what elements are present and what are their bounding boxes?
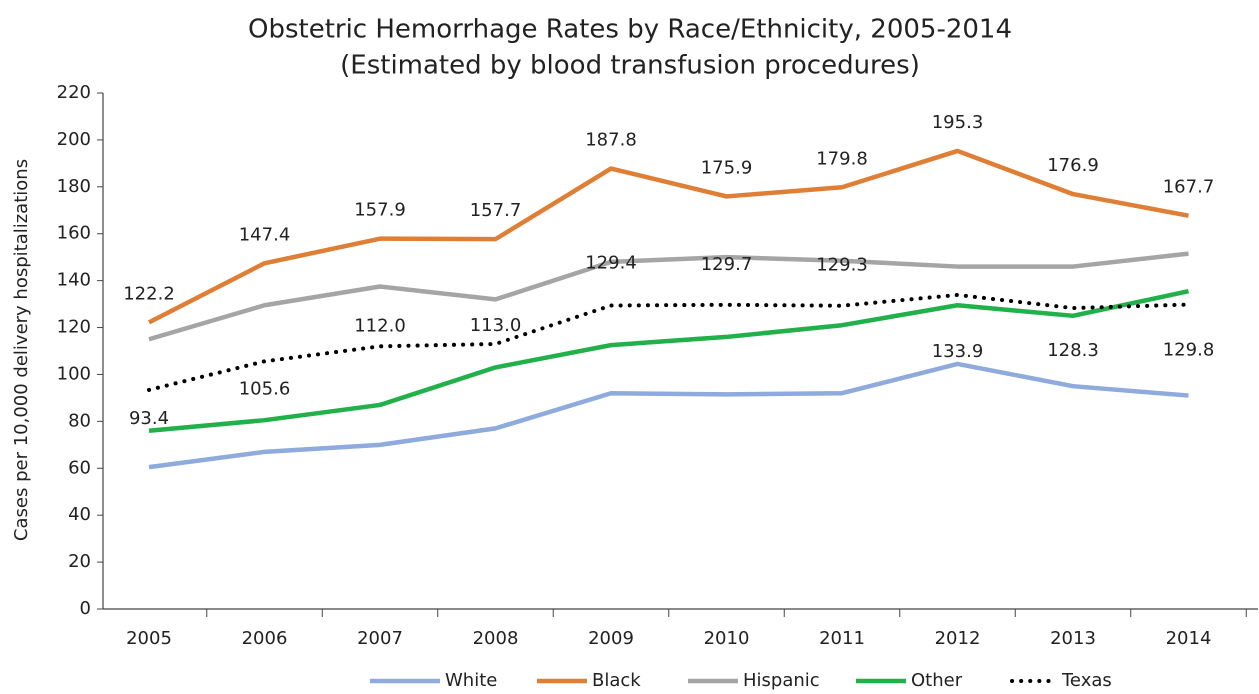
x-tick-label: 2007 [357,628,403,649]
x-tick-label: 2009 [588,628,634,649]
legend-label: Texas [1061,670,1112,691]
legend-label: Hispanic [743,670,820,691]
y-tick-label: 160 [57,223,91,244]
data-label: 122.2 [123,283,175,304]
legend-label: Black [592,670,641,691]
data-label: 157.9 [354,200,406,221]
data-label: 129.4 [585,252,637,273]
legend-label: White [445,670,497,691]
y-tick-label: 200 [57,129,91,150]
x-tick-label: 2013 [1050,628,1096,649]
data-label: 93.4 [129,408,169,429]
y-axis-title: Cases per 10,000 delivery hospitalizatio… [11,159,32,541]
y-tick-label: 40 [68,504,91,525]
series-line [147,148,1189,325]
data-label: 129.8 [1163,340,1215,361]
data-label: 129.7 [701,254,753,275]
x-tick-label: 2011 [819,628,865,649]
y-tick-label: 20 [68,551,91,572]
x-tick-label: 2008 [473,628,519,649]
y-tick-label: 80 [68,410,91,431]
data-label: 105.6 [239,378,291,399]
data-label: 195.3 [932,112,984,133]
chart-subtitle: (Estimated by blood transfusion procedur… [340,51,920,81]
y-tick-label: 60 [68,457,91,478]
x-tick-label: 2006 [242,628,288,649]
y-tick-label: 0 [80,598,91,619]
data-label: 128.3 [1047,340,1099,361]
y-tick-label: 140 [57,270,91,291]
y-tick-label: 100 [57,363,91,384]
x-tick-label: 2014 [1166,628,1212,649]
chart-title: Obstetric Hemorrhage Rates by Race/Ethni… [248,15,1012,45]
y-tick-label: 220 [57,82,91,103]
series-line [148,251,1189,342]
data-label: 167.7 [1163,177,1215,198]
data-label: 133.9 [932,341,984,362]
data-label: 147.4 [239,224,291,245]
data-label: 187.8 [585,130,637,151]
y-tick-label: 180 [57,176,91,197]
data-label: 175.9 [701,157,753,178]
series-line [148,288,1189,433]
data-label: 129.3 [816,255,868,276]
x-tick-label: 2005 [126,628,172,649]
x-tick-label: 2010 [704,628,750,649]
data-label: 112.0 [354,315,406,336]
legend-label: Other [911,670,963,691]
data-label: 179.8 [816,148,868,169]
series-line [148,361,1189,470]
data-label: 113.0 [470,315,522,336]
x-tick-label: 2012 [935,628,981,649]
data-label: 176.9 [1047,155,1099,176]
data-label: 157.7 [470,200,522,221]
y-tick-label: 120 [57,317,91,338]
